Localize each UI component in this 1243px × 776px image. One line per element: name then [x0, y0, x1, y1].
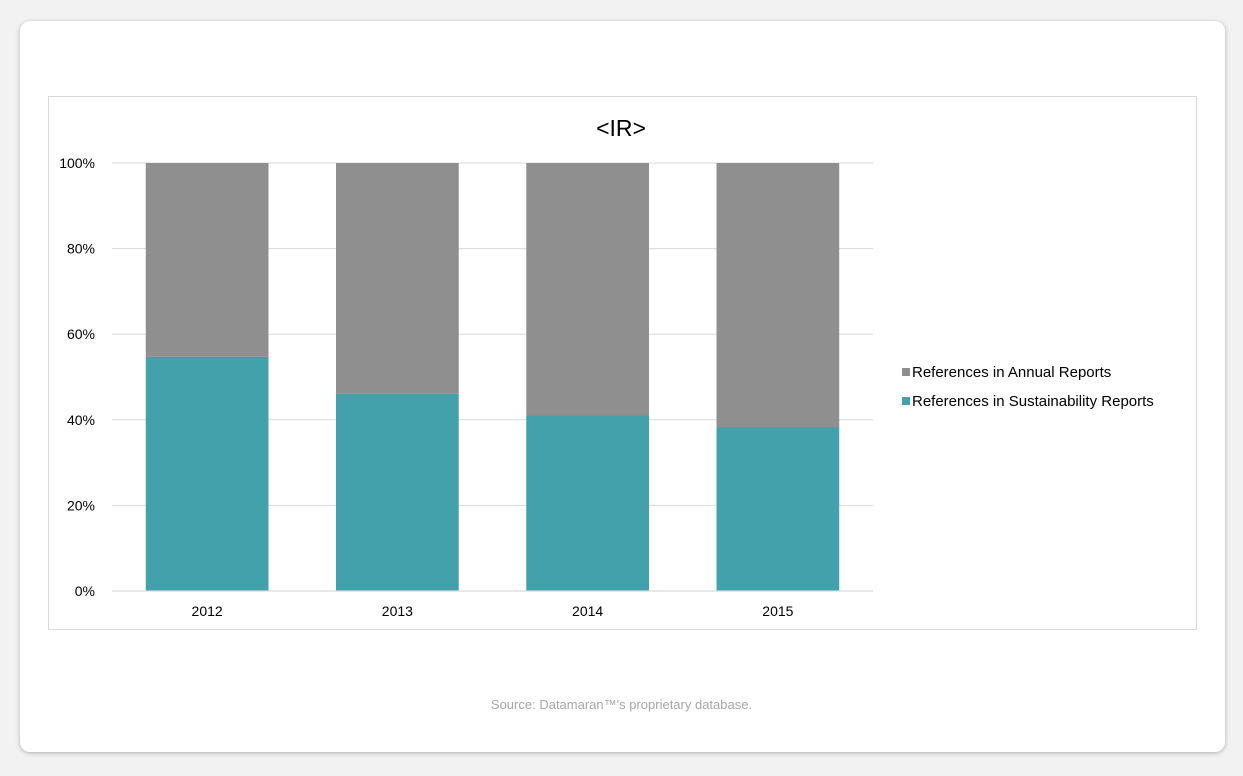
- legend-label: References in Annual Reports: [912, 364, 1111, 381]
- bar-segment: [145, 356, 269, 591]
- source-note: Source: Datamaran™'s proprietary databas…: [490, 697, 753, 712]
- y-tick-label: 0%: [75, 583, 95, 599]
- bar-segment: [336, 393, 459, 591]
- x-tick-label: 2012: [192, 603, 223, 619]
- chart-title: <IR>: [596, 115, 646, 141]
- x-tick-label: 2014: [572, 603, 603, 619]
- bar-segment: [526, 415, 649, 591]
- bar-segment: [716, 427, 840, 591]
- y-tick-label: 40%: [67, 412, 95, 428]
- x-tick-label: 2013: [382, 603, 413, 619]
- bar-segment: [526, 163, 649, 416]
- y-tick-label: 100%: [59, 155, 95, 171]
- bars: [145, 163, 840, 591]
- y-tick-label: 80%: [67, 241, 95, 257]
- y-tick-label: 20%: [67, 497, 95, 513]
- legend: References in Annual Reports References i…: [902, 364, 1154, 410]
- bar-segment: [145, 163, 269, 357]
- legend-label: References in Sustainability Reports: [912, 393, 1154, 410]
- x-tick-label: 2015: [762, 603, 793, 619]
- legend-swatch: [902, 368, 910, 376]
- legend-swatch: [902, 397, 910, 405]
- bar-segment: [336, 163, 459, 394]
- bar-segment: [716, 163, 840, 428]
- axes: 0% 20% 40% 60% 80% 100% 2012 2013 2014 2015: [59, 155, 873, 619]
- y-tick-label: 60%: [67, 326, 95, 342]
